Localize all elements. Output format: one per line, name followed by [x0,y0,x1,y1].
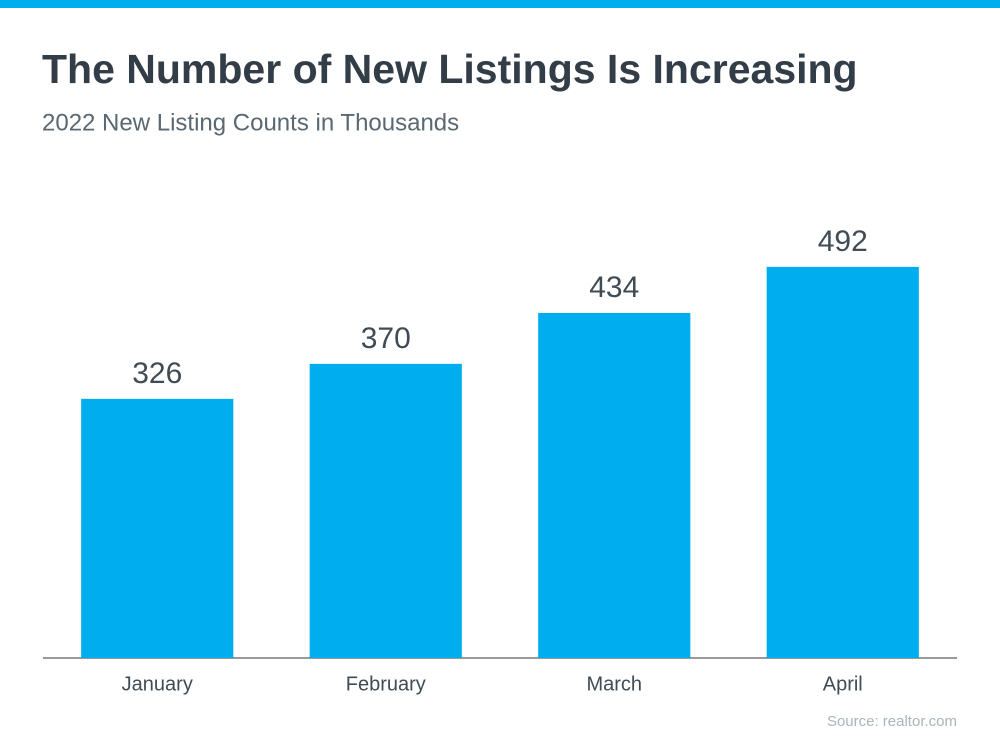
bar [81,398,234,658]
value-label: 370 [361,322,411,355]
bar [766,266,919,658]
bar [538,312,691,658]
top-strip [0,0,1000,8]
x-tick-label: January [122,673,193,695]
source: Source: realtor.com [827,713,957,730]
x-tick-label: April [823,673,863,695]
chart-title: The Number of New Listings Is Increasing [42,46,858,92]
x-tick-label: March [586,673,642,695]
value-label: 492 [818,225,868,258]
x-tick-label: February [346,673,426,695]
bar [309,363,462,658]
value-label: 326 [132,357,182,390]
value-label: 434 [589,271,639,304]
chart-subtitle: 2022 New Listing Counts in Thousands [42,109,459,136]
